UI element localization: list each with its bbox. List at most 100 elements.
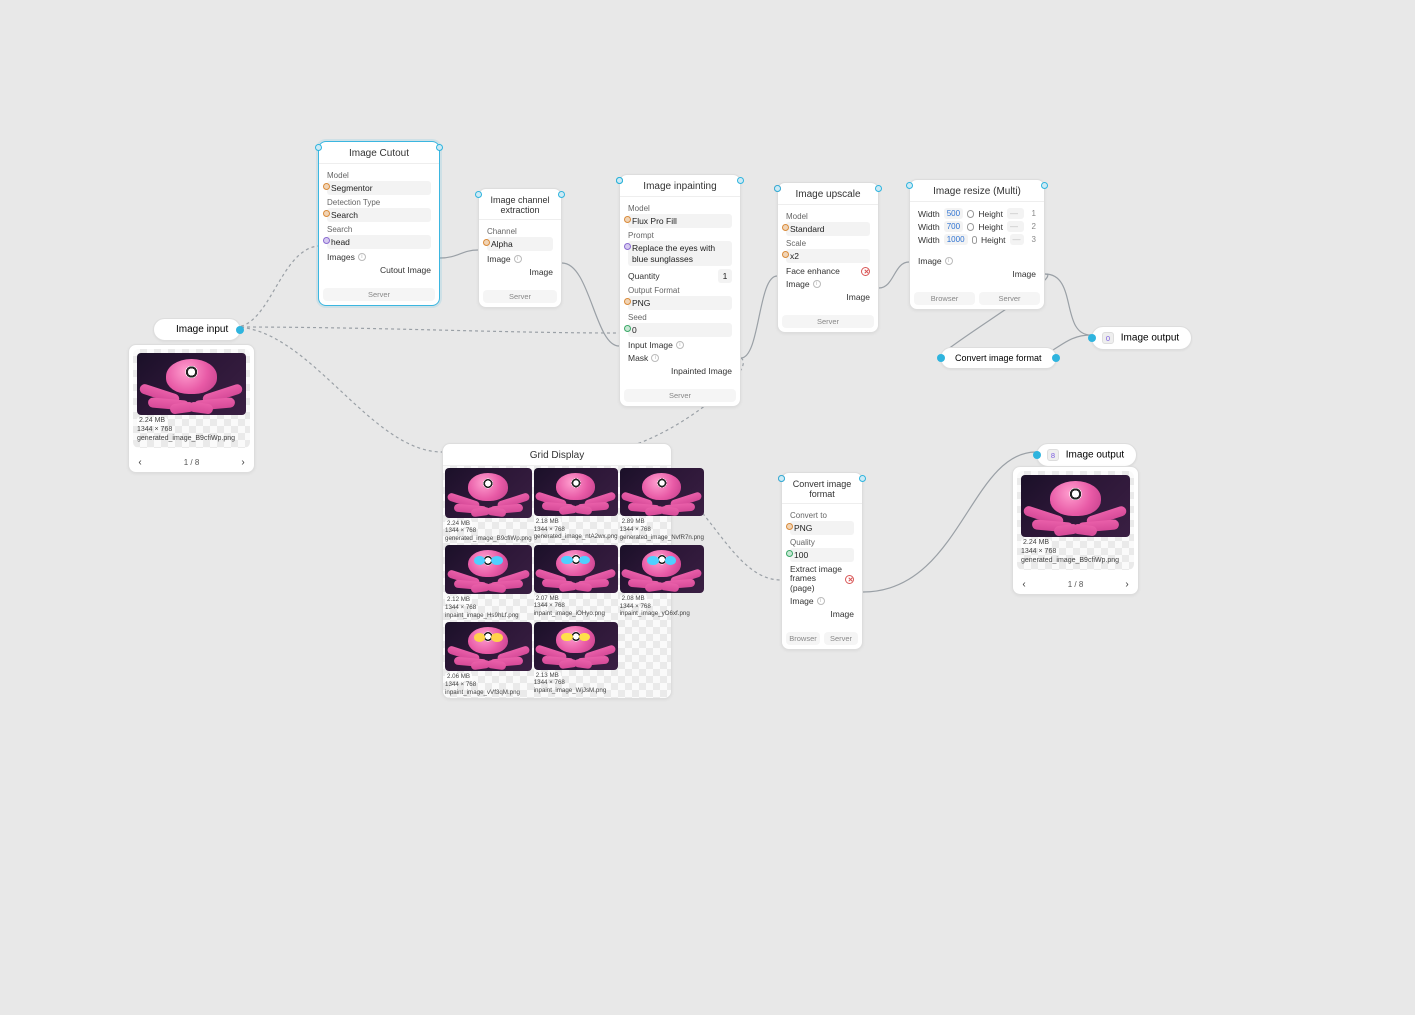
workflow-canvas[interactable]: Image input 2.24 MB 1344 × 768 generated…	[0, 0, 1415, 1015]
port-quality[interactable]	[786, 550, 793, 557]
port-out[interactable]	[859, 475, 866, 482]
node-image-cutout[interactable]: Image Cutout Model Segmentor Detection T…	[318, 141, 440, 306]
grid-thumb[interactable]: 2.08 MB1344 × 768inpaint_image_yO6xf.png	[620, 545, 704, 620]
port-mask[interactable]	[616, 177, 623, 184]
delete-icon[interactable]	[861, 267, 870, 276]
node-channel-extraction[interactable]: Image channel extraction Channel Alpha I…	[478, 188, 562, 308]
port-in[interactable]	[1088, 334, 1096, 342]
node-image-output-2-preview[interactable]: 2.24 MB 1344 × 768 generated_image_B9cfi…	[1012, 466, 1139, 595]
value-quality[interactable]: 100	[790, 548, 854, 562]
value-model[interactable]: Flux Pro Fill	[628, 214, 732, 228]
port-convert[interactable]	[786, 523, 793, 530]
output-count-badge: 0	[1102, 332, 1114, 344]
port-out[interactable]	[436, 144, 443, 151]
port-in[interactable]	[937, 354, 945, 362]
info-icon: i	[945, 257, 953, 265]
edges-layer	[0, 0, 1415, 1015]
port-out[interactable]	[1041, 182, 1048, 189]
node-upscale[interactable]: Image upscale Model Standard Scale x2 Fa…	[777, 182, 879, 333]
node-title: Image output	[1121, 333, 1179, 344]
pager-next[interactable]: ›	[236, 456, 250, 470]
pager-next[interactable]: ›	[1120, 578, 1134, 592]
port-model[interactable]	[782, 224, 789, 231]
label-quality: Quality	[790, 538, 854, 547]
footer-browser[interactable]: Browser	[786, 632, 820, 645]
label-convert: Convert to	[790, 511, 854, 520]
port-in[interactable]	[1033, 451, 1041, 459]
footer-server[interactable]: Server	[483, 290, 557, 303]
port-out[interactable]	[875, 185, 882, 192]
pager-prev[interactable]: ‹	[133, 456, 147, 470]
port-detection[interactable]	[323, 210, 330, 217]
port-channel[interactable]	[483, 239, 490, 246]
value-scale[interactable]: x2	[786, 249, 870, 263]
node-title: Convert image format	[782, 473, 862, 504]
node-convert-format-1[interactable]: Convert image format	[940, 347, 1057, 369]
node-image-output-1[interactable]: 0 Image output	[1091, 326, 1192, 350]
label-extract: Extract image frames (page)	[790, 565, 842, 593]
node-image-output-2[interactable]: 8 Image output	[1036, 443, 1137, 467]
grid-thumb[interactable]: 2.07 MB1344 × 768inpaint_image_iOHyo.png	[534, 545, 618, 620]
port-out[interactable]	[737, 177, 744, 184]
port-image[interactable]	[778, 475, 785, 482]
port-image[interactable]	[774, 185, 781, 192]
value-prompt[interactable]: Replace the eyes with blue sunglasses	[628, 241, 732, 266]
node-title: Image output	[1066, 450, 1124, 461]
footer-server[interactable]: Server	[979, 292, 1040, 305]
value-seed[interactable]: 0	[628, 323, 732, 337]
port-model[interactable]	[323, 183, 330, 190]
label-out: Image	[846, 292, 870, 302]
footer-server[interactable]: Server	[782, 315, 874, 328]
port-search[interactable]	[323, 237, 330, 244]
resize-row[interactable]: Width1000Height—3	[918, 234, 1036, 245]
node-image-input[interactable]: Image input	[153, 318, 241, 341]
file-dims: 1344 × 768	[137, 426, 172, 433]
file-dims: 1344 × 768	[1021, 548, 1056, 555]
label-images: Images	[327, 252, 355, 262]
node-convert-format-2[interactable]: Convert image format Convert to PNG Qual…	[781, 472, 863, 650]
port-prompt[interactable]	[624, 243, 631, 250]
node-image-input-preview[interactable]: 2.24 MB 1344 × 768 generated_image_B9cfi…	[128, 344, 255, 473]
grid-thumb[interactable]: 2.24 MB1344 × 768generated_image_B9cfiWp…	[445, 468, 532, 543]
grid-thumb[interactable]: 2.89 MB1344 × 768generated_image_NvfR7n.…	[620, 468, 704, 543]
port-out[interactable]	[558, 191, 565, 198]
label-prompt: Prompt	[628, 231, 732, 240]
port-image[interactable]	[475, 191, 482, 198]
resize-row[interactable]: Width500Height—1	[918, 208, 1036, 219]
label-search: Search	[327, 225, 431, 234]
label-out: Image	[1012, 269, 1036, 279]
value-model[interactable]: Segmentor	[327, 181, 431, 195]
grid-thumb[interactable]: 2.06 MB1344 × 768inpaint_image_vVf3qM.pn…	[445, 622, 532, 697]
resize-row[interactable]: Width700Height—2	[918, 221, 1036, 232]
footer-browser[interactable]: Browser	[914, 292, 975, 305]
value-format[interactable]: PNG	[628, 296, 732, 310]
node-grid-display[interactable]: Grid Display 2.24 MB1344 × 768generated_…	[442, 443, 672, 699]
footer-server[interactable]: Server	[624, 389, 736, 402]
value-qty[interactable]: 1	[718, 269, 732, 283]
port-scale[interactable]	[782, 251, 789, 258]
label-image: Image	[786, 279, 810, 289]
value-channel[interactable]: Alpha	[487, 237, 553, 251]
port-images[interactable]	[315, 144, 322, 151]
grid-thumb[interactable]: 2.13 MB1344 × 768inpaint_image_WjJsM.png	[534, 622, 618, 697]
label-output: Cutout Image	[380, 265, 431, 275]
port-out[interactable]	[1052, 354, 1060, 362]
label-format: Output Format	[628, 286, 732, 295]
port-out[interactable]	[236, 326, 244, 334]
value-convert[interactable]: PNG	[790, 521, 854, 535]
value-detection[interactable]: Search	[327, 208, 431, 222]
value-search[interactable]: head	[327, 235, 431, 249]
value-model[interactable]: Standard	[786, 222, 870, 236]
pager-prev[interactable]: ‹	[1017, 578, 1031, 592]
port-model[interactable]	[624, 216, 631, 223]
node-resize-multi[interactable]: Image resize (Multi) Width500Height—1Wid…	[909, 179, 1045, 310]
delete-icon[interactable]	[845, 575, 854, 584]
grid-thumb[interactable]: 2.18 MB1344 × 768generated_image_ntA2wx.…	[534, 468, 618, 543]
footer-server[interactable]: Server	[824, 632, 858, 645]
grid-thumb[interactable]: 2.12 MB1344 × 768inpaint_image_Hs9hLf.pn…	[445, 545, 532, 620]
label-image: Image	[487, 254, 511, 264]
node-inpainting[interactable]: Image inpainting Model Flux Pro Fill Pro…	[619, 174, 741, 407]
footer-server[interactable]: Server	[323, 288, 435, 301]
port-image[interactable]	[906, 182, 913, 189]
label-qty: Quantity	[628, 271, 660, 281]
